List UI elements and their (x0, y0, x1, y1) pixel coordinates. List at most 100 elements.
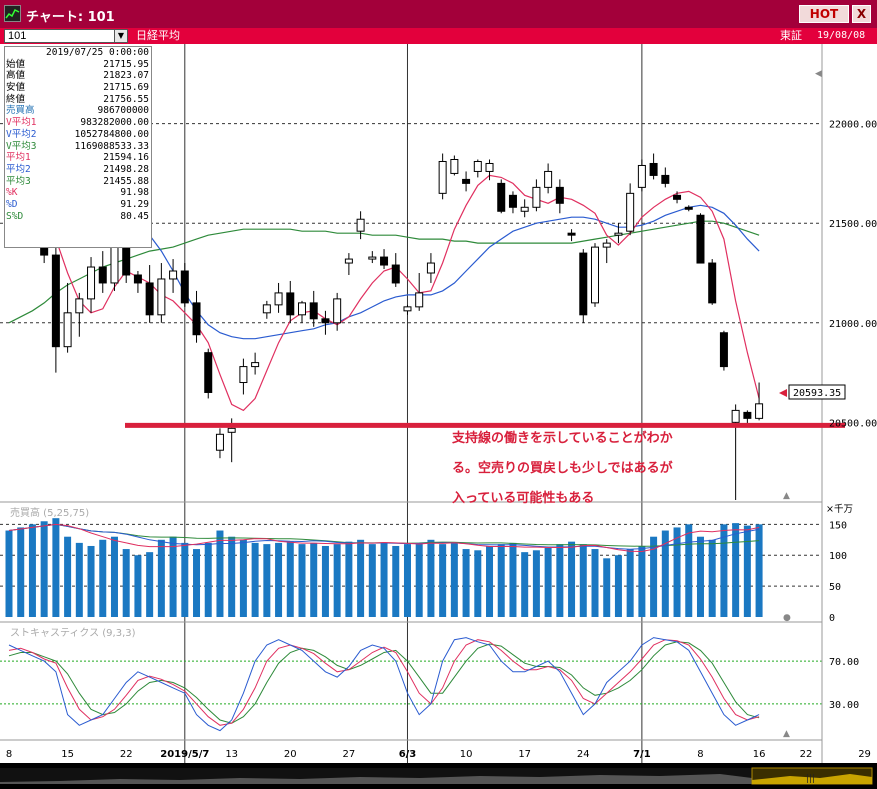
volume-bar (614, 555, 622, 617)
candle-body (321, 318, 330, 324)
candle (626, 183, 635, 236)
info-value: 21756.55 (103, 93, 149, 105)
candle (157, 263, 166, 323)
candle-body (391, 264, 400, 284)
candle-body (544, 170, 553, 188)
candle (661, 167, 670, 188)
candle (98, 251, 107, 293)
date-tick-label: 2019/5/7 (160, 749, 209, 760)
volume-bar (474, 550, 482, 617)
info-label: %K (6, 187, 18, 199)
info-value: 80.45 (120, 210, 149, 222)
info-date: 2019/07/25 0:00:00 (46, 47, 149, 58)
candle (649, 153, 658, 180)
candle-body (567, 232, 576, 236)
volume-bar (169, 536, 177, 617)
candle-body (473, 160, 482, 172)
hot-button[interactable]: HOT (799, 5, 849, 23)
stochastic-grid (0, 660, 822, 705)
date-tick-label: 8 (6, 749, 12, 760)
close-button[interactable]: X (852, 5, 871, 23)
volume-bar (345, 541, 353, 617)
candle (708, 259, 717, 305)
volume-bar (5, 530, 13, 617)
volume-bar (193, 549, 201, 617)
volume-bar (568, 541, 576, 617)
date-tick-label: 20 (284, 749, 297, 760)
volume-bar (99, 539, 107, 617)
candle-body (508, 194, 517, 208)
candle (462, 171, 471, 192)
price-tick-label: 20500.00 (829, 418, 877, 429)
volume-bar (603, 558, 611, 617)
candle-body (626, 192, 635, 232)
info-row: 平均3 21455.88 (5, 176, 151, 188)
info-label: S%D (6, 210, 24, 222)
volume-bar (720, 524, 728, 617)
candle (286, 280, 295, 323)
scroll-up-arrow-icon[interactable]: ◀ (815, 69, 822, 79)
navigator-strip[interactable]: ||| (0, 764, 877, 786)
stoch-scroll-icon[interactable]: ▲ (783, 729, 790, 739)
date-tick-label: 22 (120, 749, 133, 760)
candle (591, 243, 599, 307)
annotation-line: る。空売りの買戻しも少しではあるが (452, 461, 673, 476)
candle (368, 251, 377, 264)
volume-bar (228, 536, 236, 617)
symbol-bar (0, 28, 877, 44)
volume-bar (134, 555, 142, 617)
candle (415, 273, 424, 311)
stoch-sd-line (8, 641, 760, 724)
scroll-down-arrow-icon[interactable]: ▲ (783, 491, 790, 501)
volume-bar (275, 542, 283, 617)
title-bar[interactable] (0, 0, 877, 28)
candle (731, 404, 740, 501)
info-value: 983282000.00 (80, 117, 149, 129)
candle-body (532, 186, 541, 208)
candle (145, 265, 154, 323)
info-row: S%D 80.45 (5, 211, 151, 223)
candle-body (591, 246, 599, 304)
candle-body (684, 206, 693, 210)
volume-bar (415, 542, 423, 617)
symbol-code-input[interactable]: 101 (4, 29, 128, 43)
info-value: 21715.69 (103, 82, 149, 94)
candle-body (356, 218, 365, 232)
info-value: 21455.88 (103, 175, 149, 187)
candle (344, 253, 353, 275)
candle-body (298, 302, 306, 316)
symbol-dropdown-icon[interactable]: ▼ (114, 29, 128, 43)
volume-ma-line (8, 523, 760, 553)
info-row: 終値 21756.55 (5, 94, 151, 106)
volume-tick-label: 0 (829, 613, 835, 624)
volume-bar (157, 539, 165, 617)
volume-bar (708, 539, 716, 617)
volume-bar (392, 545, 400, 617)
grid-lines (0, 44, 822, 764)
candle-body (450, 158, 459, 174)
volume-bar (509, 542, 517, 617)
annotation-text: 支持線の働きを示していることがわか る。空売りの買戻しも少しではあるが 入ってい… (452, 424, 752, 514)
volume-bar (450, 542, 458, 617)
date-tick-label: 7/1 (633, 749, 651, 760)
candle-body (204, 352, 213, 393)
date-tick-label: 6/3 (399, 749, 417, 760)
candle (274, 282, 283, 313)
volume-bar (673, 527, 681, 617)
volume-bar (204, 542, 212, 617)
date-tick-label: 16 (753, 749, 766, 760)
candle (755, 382, 764, 421)
date-axis-labels: 815222019/5/71320276/31017247/181622298/… (6, 749, 871, 760)
date-tick-label: 29 (858, 749, 871, 760)
chart-app-icon (4, 5, 21, 22)
volume-bar (75, 542, 83, 617)
info-row: %D 91.29 (5, 199, 151, 211)
candle-body (274, 292, 283, 306)
info-row: V平均1 983282000.00 (5, 117, 151, 129)
candle-body (122, 246, 131, 276)
volume-bar (755, 524, 763, 617)
volume-scroll-icon[interactable]: ● (783, 613, 791, 623)
candle (637, 159, 646, 192)
candle (403, 304, 412, 315)
